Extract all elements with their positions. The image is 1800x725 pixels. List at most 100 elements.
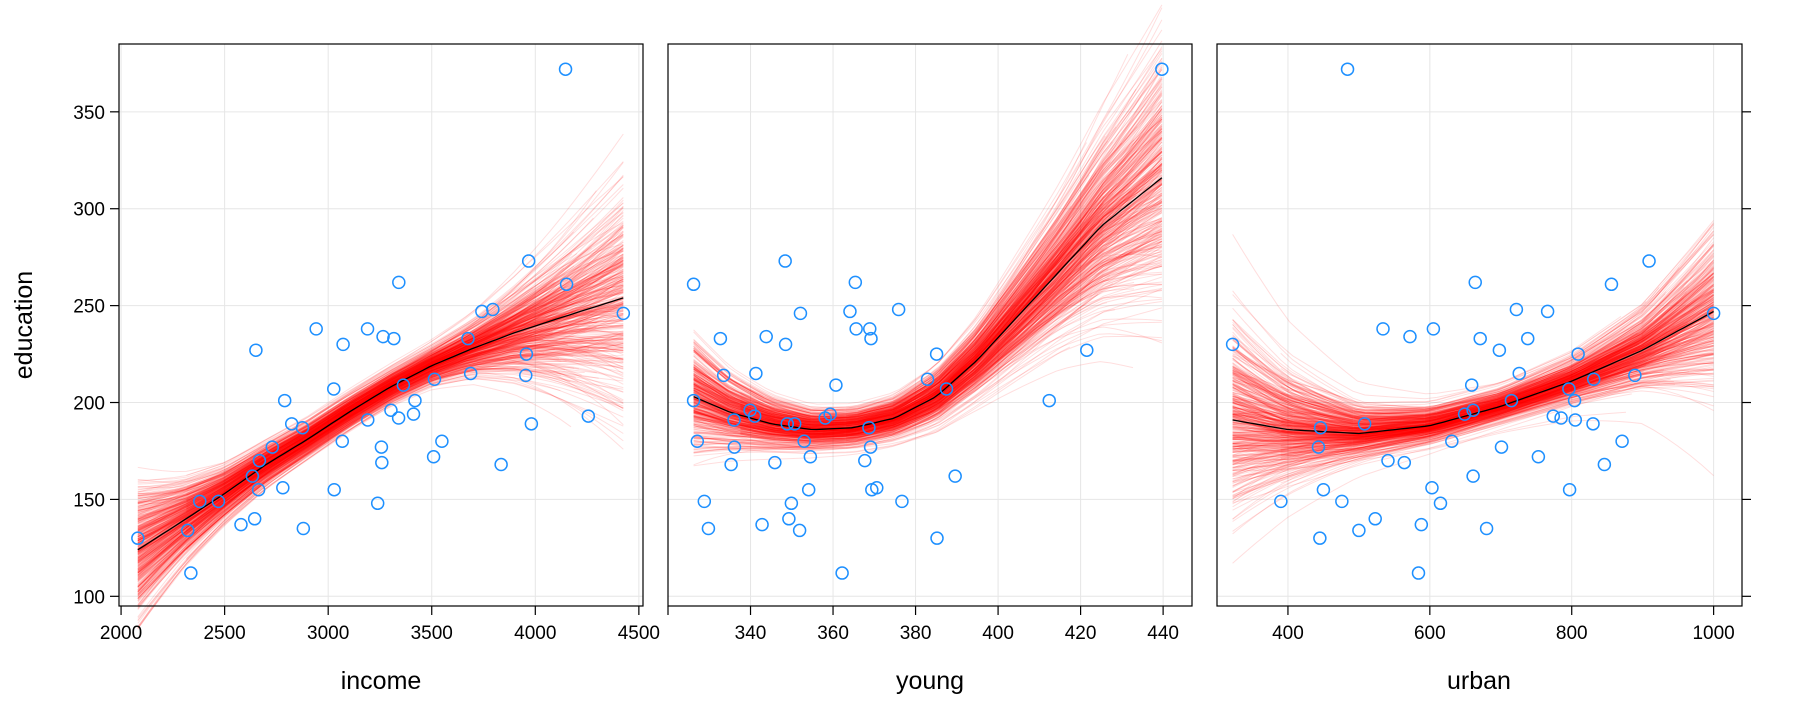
data-point <box>184 566 198 580</box>
bootstrap-curve <box>1232 311 1714 426</box>
bootstrap-curve <box>137 313 624 602</box>
bootstrap-curve <box>1232 317 1714 416</box>
bootstrap-curve <box>137 378 624 602</box>
bootstrap-curve <box>1232 298 1714 422</box>
bootstrap-curve <box>693 307 1163 454</box>
bootstrap-curve <box>137 256 624 514</box>
bootstrap-curve <box>1232 293 1666 416</box>
bootstrap-curve <box>693 204 1163 415</box>
bootstrap-curve <box>137 361 579 561</box>
bootstrap-curve <box>693 265 1163 431</box>
bootstrap-curve <box>693 309 1115 432</box>
bootstrap-curve <box>693 230 1163 439</box>
bootstrap-curve <box>693 235 1163 440</box>
bootstrap-curve <box>693 67 1163 423</box>
data-point <box>948 469 962 483</box>
bootstrap-curve <box>693 101 1163 416</box>
bootstrap-curve <box>693 91 1163 412</box>
bootstrap-curve <box>693 246 1108 429</box>
bootstrap-curve <box>1232 350 1643 442</box>
bootstrap-curve <box>1232 303 1714 416</box>
bootstrap-curve <box>693 197 1163 433</box>
bootstrap-curve <box>693 110 1163 443</box>
bootstrap-curve <box>1232 365 1637 474</box>
data-point <box>1615 434 1629 449</box>
bootstrap-curve <box>137 319 624 600</box>
bootstrap-curve <box>693 142 1087 410</box>
bootstrap-curve <box>693 202 1105 426</box>
x-tick-label: 4500 <box>618 623 660 644</box>
bootstrap-curve <box>693 233 1163 427</box>
bootstrap-curve <box>137 332 624 581</box>
bootstrap-curve <box>1232 302 1714 419</box>
bootstrap-curve <box>1232 300 1714 430</box>
bootstrap-curve <box>740 161 1163 424</box>
bootstrap-curve <box>137 339 558 562</box>
bootstrap-curve <box>1232 233 1714 408</box>
bootstrap-curve <box>137 331 624 619</box>
bootstrap-curve <box>137 284 624 537</box>
bootstrap-curve <box>1232 297 1714 483</box>
bootstrap-curve <box>693 228 1082 419</box>
bootstrap-curve <box>1232 362 1714 433</box>
bootstrap-curve <box>137 290 551 544</box>
data-point <box>829 378 843 392</box>
bootstrap-curve <box>693 130 1163 427</box>
bootstrap-curve <box>693 164 1163 436</box>
bootstrap-curve <box>1232 220 1714 400</box>
bootstrap-curve <box>137 207 624 559</box>
bootstrap-curves <box>137 133 624 630</box>
bootstrap-curve <box>137 308 624 503</box>
bootstrap-curve <box>1232 318 1714 535</box>
bootstrap-curve <box>1232 252 1714 411</box>
bootstrap-curve <box>693 79 1163 427</box>
panel-young: 340 360 380 400 420 440 <box>667 4 1193 644</box>
bootstrap-curve <box>1280 243 1714 425</box>
bootstrap-curve <box>137 357 624 595</box>
bootstrap-curve <box>137 263 591 531</box>
bootstrap-curve <box>693 158 1163 432</box>
bootstrap-curve <box>137 317 571 512</box>
bootstrap-curve <box>740 114 1163 420</box>
bootstrap-curve <box>137 319 624 564</box>
bootstrap-curve <box>137 369 624 597</box>
bootstrap-curve <box>693 171 1163 426</box>
bootstrap-curve <box>693 244 1163 435</box>
bootstrap-curve <box>693 246 1163 439</box>
bootstrap-curve <box>693 186 1163 426</box>
bootstrap-curve <box>137 377 561 627</box>
bootstrap-curve <box>1232 364 1619 439</box>
bootstrap-curve <box>693 182 1163 448</box>
bootstrap-curve <box>693 288 1135 427</box>
bootstrap-curve <box>137 247 624 593</box>
bootstrap-curve <box>137 319 624 574</box>
bootstrap-curve <box>137 342 624 598</box>
bootstrap-curve <box>1232 278 1714 424</box>
bootstrap-curve <box>1232 291 1714 430</box>
bootstrap-curve <box>137 346 624 552</box>
bootstrap-curve <box>137 315 624 511</box>
data-point <box>1466 469 1480 483</box>
bootstrap-curve <box>693 220 1163 437</box>
bootstrap-curve <box>693 247 1163 446</box>
bootstrap-curve <box>693 121 1163 427</box>
bootstrap-curve <box>693 281 1073 447</box>
bootstrap-curve <box>693 128 1163 426</box>
data-point <box>387 331 401 346</box>
panel-frame <box>1216 43 1743 607</box>
bootstrap-curve <box>693 172 1097 421</box>
bootstrap-curve <box>693 198 1163 426</box>
data-point <box>1597 457 1612 472</box>
bootstrap-curve <box>1232 272 1714 445</box>
data-point <box>1368 512 1382 526</box>
bootstrap-curve <box>137 279 624 504</box>
bootstrap-curve <box>137 310 624 529</box>
bootstrap-curve <box>693 261 1082 454</box>
bootstrap-curve <box>1232 361 1714 440</box>
data-point <box>1376 322 1390 336</box>
bootstrap-curve <box>137 282 624 540</box>
bootstrap-curve <box>693 89 1163 432</box>
bootstrap-curve <box>137 358 582 530</box>
bootstrap-curve <box>137 184 624 525</box>
data-point <box>701 521 716 536</box>
